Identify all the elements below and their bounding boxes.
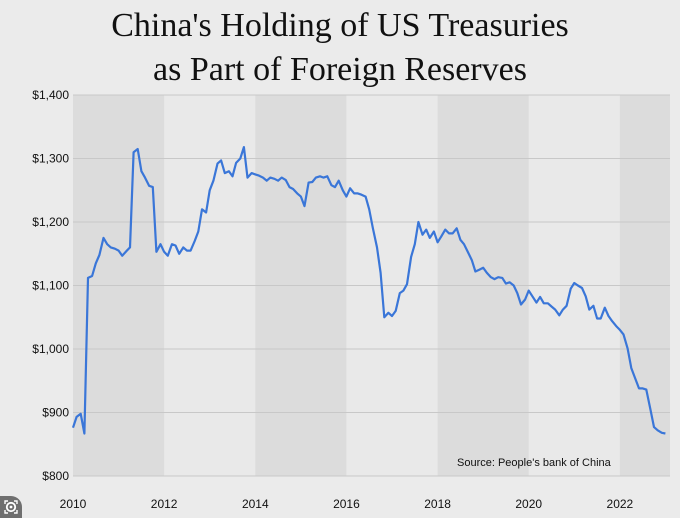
x-tick-label: 2022 <box>607 497 634 511</box>
x-tick-label: 2010 <box>60 497 87 511</box>
x-tick-label: 2020 <box>515 497 542 511</box>
x-tick-label: 2018 <box>424 497 451 511</box>
y-tick-label: $1,000 <box>32 342 69 356</box>
y-tick-label: $1,300 <box>32 152 69 166</box>
x-axis-ticks: 2010 2012 2014 2016 2018 2020 2022 <box>60 497 634 511</box>
y-tick-label: $1,100 <box>32 279 69 293</box>
y-tick-label: $900 <box>42 406 69 420</box>
x-tick-label: 2012 <box>151 497 178 511</box>
chart-subtitle: as Part of Foreign Reserves <box>153 51 527 88</box>
x-tick-label: 2016 <box>333 497 360 511</box>
google-lens-icon <box>4 500 18 514</box>
source-note: Source: People's bank of China <box>457 457 612 469</box>
gridlines <box>73 94 670 477</box>
y-tick-label: $1,200 <box>32 215 69 229</box>
y-tick-label: $1,400 <box>32 88 69 102</box>
y-axis-ticks: $800 $900 $1,000 $1,100 $1,200 $1,300 $1,400 <box>32 88 69 483</box>
series-line <box>71 146 666 435</box>
lens-badge[interactable] <box>0 496 22 518</box>
x-tick-label: 2014 <box>242 497 269 511</box>
y-tick-label: $800 <box>42 469 69 483</box>
chart-title: China's Holding of US Treasuries <box>111 7 569 44</box>
